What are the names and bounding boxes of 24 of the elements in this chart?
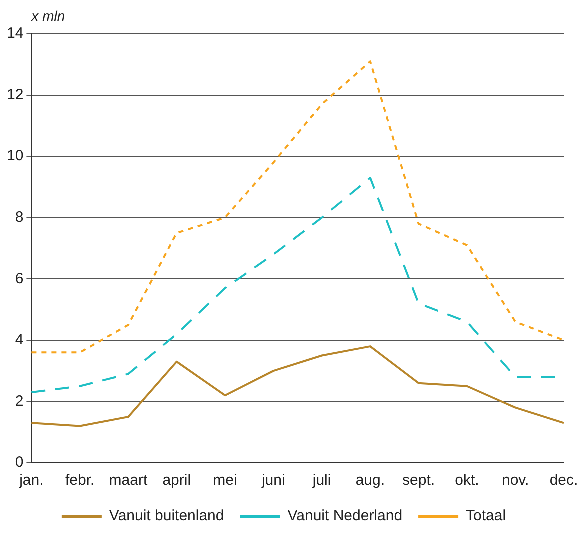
- x-tick-label: mei: [213, 472, 238, 490]
- y-tick-label: 14: [6, 25, 24, 42]
- x-tick-label: sept.: [402, 472, 436, 490]
- x-tick-label: jan.: [18, 472, 44, 490]
- x-tick-label: febr.: [65, 472, 95, 490]
- x-tick-label: juni: [260, 472, 286, 490]
- y-tick-label: 2: [15, 392, 24, 410]
- y-tick-label: 12: [6, 86, 24, 104]
- x-tick-label: dec.: [550, 472, 578, 490]
- y-tick-label: 10: [6, 148, 24, 165]
- x-tick-label: okt.: [455, 472, 480, 490]
- x-tick-label: april: [162, 472, 192, 490]
- x-tick-label: maart: [109, 472, 148, 490]
- x-tick-label: nov.: [502, 472, 530, 490]
- y-tick-label: 8: [15, 209, 24, 226]
- x-tick-label: aug.: [356, 472, 386, 490]
- legend-label: Totaal: [466, 508, 506, 525]
- y-tick-label: 4: [15, 332, 24, 349]
- y-axis-title: x mln: [30, 8, 66, 24]
- legend-label: Vanuit buitenland: [109, 508, 224, 525]
- y-tick-label: 6: [15, 270, 24, 288]
- x-tick-label: juli: [312, 472, 332, 490]
- y-tick-label: 0: [15, 454, 24, 472]
- legend-label: Vanuit Nederland: [288, 508, 403, 525]
